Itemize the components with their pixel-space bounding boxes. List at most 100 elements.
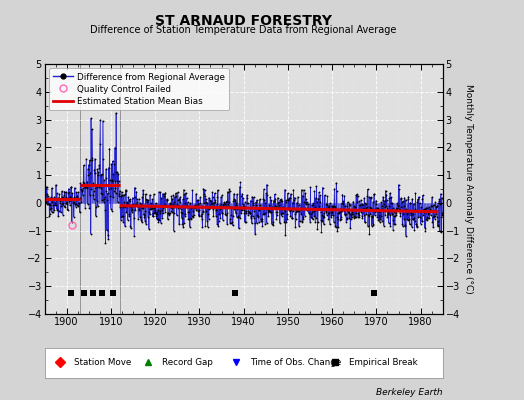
Point (353, 193, 362, 199)
Point (140, 210, 148, 217)
Point (75, 200, 83, 206)
Point (176, 199, 184, 205)
Point (160, 193, 169, 200)
Point (392, 205, 401, 211)
Text: Station Move: Station Move (74, 358, 132, 367)
Point (90, 187, 98, 194)
Point (356, 202, 364, 209)
Point (318, 211, 326, 218)
Point (137, 216, 145, 223)
Point (276, 211, 285, 217)
Point (143, 199, 151, 205)
Point (392, 206, 400, 212)
Point (229, 212, 237, 219)
Point (180, 220, 188, 226)
Point (344, 209, 352, 215)
Point (264, 213, 272, 219)
Point (296, 206, 304, 212)
Point (122, 186, 130, 193)
Point (183, 199, 192, 206)
Point (194, 208, 202, 214)
Point (333, 216, 342, 222)
Point (242, 208, 250, 214)
Text: Berkeley Earth: Berkeley Earth (376, 388, 443, 397)
Point (350, 214, 358, 221)
Point (319, 213, 327, 220)
Point (71, 204, 80, 210)
Point (127, 204, 135, 210)
Point (330, 203, 338, 209)
Point (277, 212, 286, 219)
Point (360, 195, 368, 201)
Point (261, 200, 270, 206)
Point (258, 223, 267, 230)
Point (324, 210, 332, 216)
Point (253, 220, 261, 226)
Point (341, 211, 349, 218)
Point (83, 178, 91, 185)
Point (231, 196, 239, 203)
Point (211, 196, 219, 203)
Point (342, 215, 351, 221)
Point (346, 202, 354, 209)
Point (310, 188, 319, 194)
Point (264, 209, 272, 215)
Point (189, 203, 198, 210)
Point (158, 214, 166, 221)
Point (223, 198, 231, 204)
Point (124, 194, 133, 200)
Point (61, 200, 70, 206)
Point (71, 184, 79, 191)
Point (110, 187, 118, 194)
Point (438, 212, 446, 218)
Point (143, 197, 151, 203)
Point (294, 202, 303, 208)
Point (276, 220, 284, 226)
Point (225, 188, 234, 194)
Point (106, 176, 114, 183)
Point (416, 214, 424, 221)
Point (99, 118, 107, 124)
Point (247, 212, 256, 219)
Point (435, 228, 444, 234)
Point (398, 223, 407, 230)
Point (50, 196, 58, 202)
Point (82, 182, 90, 189)
Point (407, 210, 416, 217)
Point (151, 210, 160, 217)
Point (277, 197, 285, 203)
Point (47, 209, 56, 215)
Point (119, 218, 127, 225)
Point (116, 204, 124, 210)
Point (127, 225, 135, 232)
Point (234, 205, 242, 211)
Point (188, 187, 196, 194)
Point (83, 201, 92, 207)
Point (413, 196, 422, 203)
Point (387, 194, 395, 200)
Point (214, 187, 222, 193)
Point (317, 217, 325, 224)
Point (48, 196, 57, 203)
Point (406, 221, 414, 228)
Point (367, 222, 376, 229)
Point (204, 210, 212, 217)
Point (321, 208, 330, 214)
Point (106, 193, 114, 200)
Point (63, 206, 72, 212)
Point (338, 208, 346, 214)
Point (370, 212, 379, 218)
Point (311, 204, 319, 211)
Point (48, 185, 56, 191)
Point (245, 210, 254, 216)
Point (238, 190, 246, 197)
Point (208, 189, 216, 196)
Point (192, 190, 200, 197)
Point (60, 202, 68, 209)
Point (210, 203, 219, 210)
Point (412, 223, 421, 229)
Point (341, 203, 350, 210)
Point (423, 217, 431, 223)
Point (370, 191, 378, 198)
Point (104, 164, 113, 171)
